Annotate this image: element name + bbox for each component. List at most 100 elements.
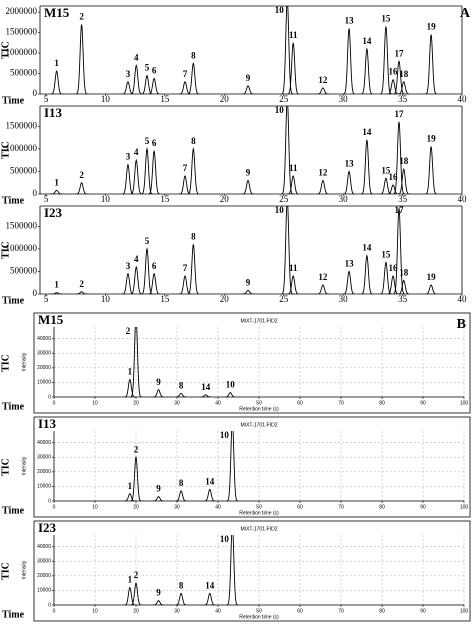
- peak: [425, 146, 438, 194]
- x-tick-label: 15: [160, 94, 170, 104]
- peak: [425, 34, 438, 94]
- y-tick-label: 0: [33, 288, 38, 298]
- peak-label: 10: [275, 205, 285, 215]
- peak-label: 5: [145, 236, 150, 246]
- peak-label: 18: [399, 268, 409, 278]
- peak-label: 14: [205, 476, 215, 486]
- x-tick-label: 40: [458, 194, 468, 204]
- y-tick-label: 40000: [37, 544, 51, 550]
- x-tick-label: 90: [420, 504, 426, 510]
- peak: [179, 275, 191, 294]
- peak-label: 10: [226, 380, 236, 390]
- peak-label: 5: [145, 63, 150, 73]
- x-tick-label: 40: [458, 294, 468, 304]
- peak-label: 7: [183, 69, 188, 79]
- peak: [122, 272, 134, 294]
- y-tick-label: 30000: [37, 455, 51, 461]
- peak: [204, 488, 216, 501]
- inner-x-label: Retention time (s): [239, 510, 279, 516]
- inner-x-label: Retention time (s): [239, 614, 279, 620]
- peak: [179, 175, 191, 194]
- peak: [360, 254, 373, 294]
- peak-label: 15: [381, 165, 391, 175]
- y-tick-label: 0: [33, 188, 38, 198]
- peak-label: 1: [54, 177, 59, 187]
- peak-label: 3: [126, 261, 131, 271]
- axis-title-x: Time: [2, 295, 25, 306]
- peak-label: 2: [79, 11, 84, 21]
- x-tick-label: 35: [398, 94, 408, 104]
- peak: [226, 535, 239, 605]
- peak: [387, 184, 399, 194]
- peak: [75, 182, 88, 194]
- peak: [122, 163, 134, 194]
- y-tick-label: 20000: [37, 573, 51, 579]
- x-tick-label: 100: [460, 608, 469, 614]
- peak: [152, 600, 165, 605]
- peak-label: 17: [394, 48, 404, 58]
- peak: [122, 81, 134, 94]
- peak-label: 16: [389, 67, 399, 77]
- peak-label: 14: [362, 243, 372, 253]
- peak: [343, 270, 355, 294]
- x-tick-label: 5: [44, 294, 49, 304]
- peak-label: 17: [394, 109, 404, 119]
- axis-title-y: TIC: [0, 458, 11, 476]
- peak-label: 10: [275, 5, 285, 15]
- x-tick-label: 30: [174, 608, 180, 614]
- y-tick-label: 500000: [10, 265, 38, 275]
- x-tick-label: 40: [215, 504, 221, 510]
- peak-label: 12: [318, 272, 328, 282]
- peak-label: 14: [201, 382, 211, 392]
- inner-x-label: Retention time (s): [239, 406, 279, 412]
- x-tick-label: 15: [160, 194, 170, 204]
- x-tick-label: 80: [379, 608, 385, 614]
- y-tick-label: 10000: [37, 588, 51, 594]
- axis-title-x: Time: [2, 609, 25, 620]
- x-tick-label: 50: [256, 608, 262, 614]
- x-tick-label: 10: [92, 504, 98, 510]
- axis-title-y: TIC: [0, 241, 11, 259]
- peak-label: 1: [128, 367, 133, 377]
- x-tick-label: 30: [339, 294, 349, 304]
- peak-label: 9: [246, 168, 251, 178]
- peak: [141, 147, 153, 194]
- trace: [124, 327, 237, 397]
- peak-label: 10: [220, 534, 230, 544]
- peak-label: 17: [394, 205, 404, 215]
- y-tick-label: 0: [33, 88, 38, 98]
- axis-title-x: Time: [2, 505, 25, 516]
- sample-name: I23: [44, 205, 63, 220]
- peak: [360, 47, 373, 94]
- sample-name: M15: [44, 5, 70, 20]
- peak: [175, 490, 187, 501]
- peak: [393, 121, 405, 194]
- trace: [50, 6, 438, 94]
- peak: [387, 275, 399, 294]
- panel-letter: A: [460, 6, 471, 21]
- peak-label: 8: [191, 136, 196, 146]
- chart-header: MIXT-1701-FID2: [241, 422, 278, 428]
- x-tick-label: 0: [53, 608, 56, 614]
- axis-title-x: Time: [2, 401, 25, 412]
- peak-label: 4: [134, 147, 139, 157]
- peak: [187, 62, 200, 94]
- peak: [343, 28, 356, 94]
- peak-label: 3: [126, 69, 131, 79]
- peak-label: 2: [134, 444, 139, 454]
- peak: [397, 168, 410, 194]
- peak: [130, 327, 142, 397]
- peak-label: 11: [289, 163, 298, 173]
- y-tick-label: 20000: [37, 365, 51, 371]
- peak-label: 12: [318, 75, 328, 85]
- peak-label: 1: [54, 58, 59, 68]
- x-tick-label: 50: [256, 400, 262, 406]
- chart-header: MIXT-1701-FID2: [241, 526, 278, 532]
- peak: [75, 24, 88, 94]
- y-tick-label: 40000: [37, 336, 51, 342]
- x-tick-label: 90: [420, 608, 426, 614]
- y-tick-label: 500000: [10, 68, 38, 78]
- x-tick-label: 80: [379, 504, 385, 510]
- peak-label: 9: [246, 277, 251, 287]
- peak-label: 6: [152, 66, 157, 76]
